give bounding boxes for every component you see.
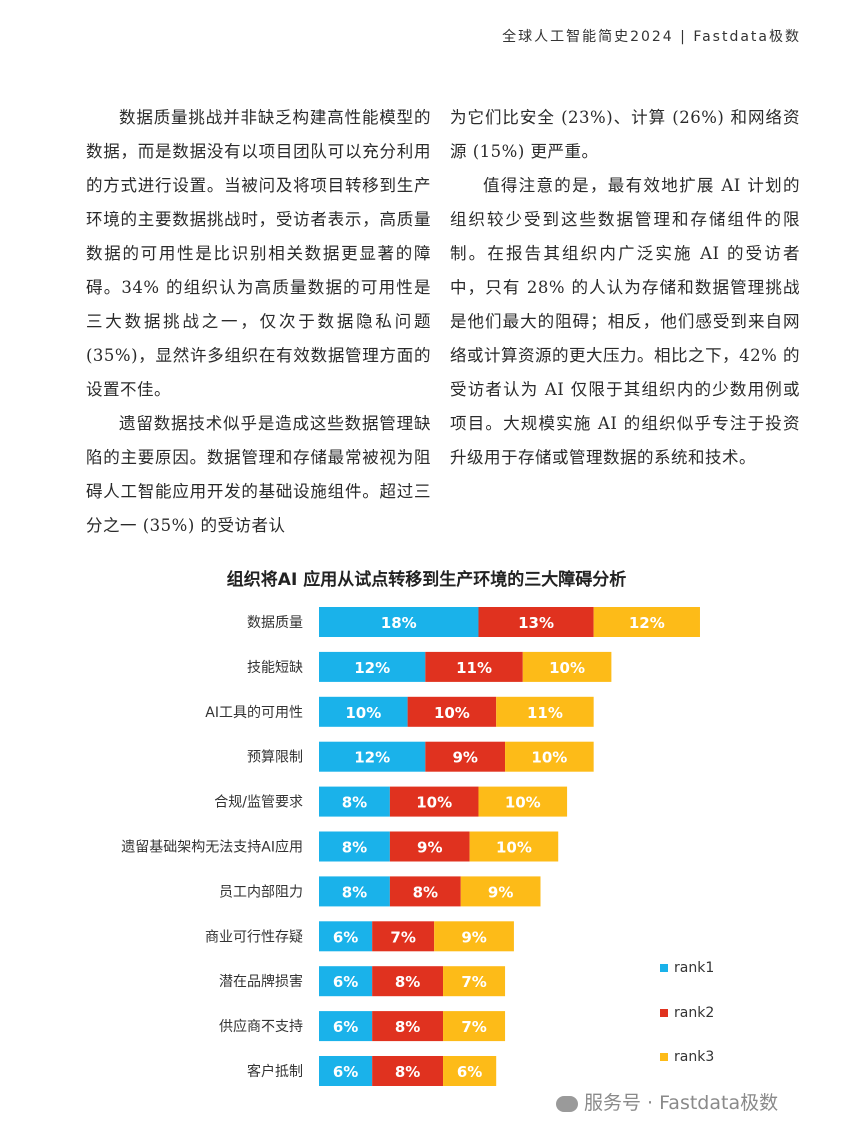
bar-segment-rank2 [389,831,470,862]
bar-segment-rank3 [478,786,568,817]
data-label: 6% [333,928,358,946]
data-label: 9% [417,839,442,857]
bar-segment-rank2 [372,966,444,997]
data-label: 6% [333,1018,358,1036]
data-label: 8% [395,973,420,991]
bar-segment-rank3 [593,607,700,637]
bar-segment-rank3 [434,921,514,952]
bar-segment-rank2 [478,607,594,637]
bar-segment-rank2 [372,1011,444,1042]
bar-segment-rank3 [469,831,559,862]
data-label: 10% [531,749,567,767]
data-label: 18% [381,614,417,632]
data-label: 6% [457,1063,482,1081]
bar-segment-rank3 [505,741,594,772]
bar-segment-rank3 [443,1056,497,1086]
bar-segment-rank3 [522,651,612,682]
bar-segment-rank1 [319,966,373,997]
bar-segment-rank3 [496,696,594,727]
category-label: AI工具的可用性 [205,705,303,721]
bar-segment-rank2 [425,651,523,682]
data-label: 8% [342,794,367,812]
paragraph: 遗留数据技术似乎是造成这些数据管理缺陷的主要原因。数据管理和存储最常被视为阻碍人… [86,414,431,535]
text-column-left: 数据质量挑战并非缺乏构建高性能模型的数据，而是数据没有以项目团队可以充分利用的方… [86,101,431,543]
legend-label: rank3 [674,1049,715,1065]
bar-segment-rank1 [319,1011,373,1042]
category-label: 合规/监管要求 [214,795,303,811]
data-label: 8% [395,1018,420,1036]
data-label: 10% [416,794,452,812]
category-label: 客户抵制 [247,1063,303,1080]
data-label: 7% [390,928,415,946]
category-label: 员工内部阻力 [219,884,303,900]
data-label: 10% [496,839,532,857]
data-label: 10% [549,659,585,677]
data-label: 10% [505,794,541,812]
legend-item-rank2: rank2 [660,1005,714,1021]
data-label: 6% [333,1063,358,1081]
data-label: 6% [333,973,358,991]
data-label: 7% [461,1018,486,1036]
data-label: 12% [354,749,390,767]
legend-label: rank1 [674,960,715,976]
data-label: 10% [434,704,470,722]
data-label: 10% [345,704,381,722]
data-label: 8% [342,883,367,901]
bar-segment-rank3 [460,876,541,907]
legend-item-rank1: rank1 [660,960,714,976]
bar-segment-rank1 [319,741,426,772]
bar-segment-rank1 [319,1056,373,1086]
page-header: 全球人工智能简史2024 | Fastdata极数 [502,29,801,45]
data-label: 9% [488,883,513,901]
paragraph: 值得注意的是，最有效地扩展 AI 计划的组织较少受到这些数据管理和存储组件的限制… [450,176,800,467]
text-column-right: 为它们比安全 (23%)、计算 (26%) 和网络资源 (15%) 更严重。 值… [450,101,800,475]
category-label: 供应商不支持 [219,1018,303,1035]
bar-segment-rank3 [443,966,506,997]
data-label: 12% [629,614,665,632]
bar-segment-rank1 [319,786,390,817]
category-label: 潜在品牌损害 [219,973,303,990]
bar-segment-rank1 [319,607,479,637]
paragraph: 数据质量挑战并非缺乏构建高性能模型的数据，而是数据没有以项目团队可以充分利用的方… [86,108,431,399]
legend-item-rank3: rank3 [660,1049,714,1065]
data-label: 8% [413,883,438,901]
legend-swatch [660,1009,668,1017]
data-label: 7% [461,973,486,991]
data-label: 11% [456,659,492,677]
bar-segment-rank1 [319,876,390,907]
bar-segment-rank2 [407,696,497,727]
bar-segment-rank2 [372,1056,444,1086]
bar-segment-rank1 [319,651,426,682]
bar-segment-rank2 [389,876,461,907]
data-label: 9% [461,928,486,946]
data-label: 12% [354,659,390,677]
bar-segment-rank1 [319,921,373,952]
bar-segment-rank1 [319,696,408,727]
data-label: 11% [527,704,563,722]
bar-segment-rank1 [319,831,390,862]
chart-title: 组织将AI 应用从试点转移到生产环境的三大障碍分析 [226,570,627,590]
data-label: 9% [452,749,477,767]
wechat-icon [556,1095,578,1112]
watermark-text: 服务号 · Fastdata极数 [584,1092,779,1114]
category-label: 遗留基础架构无法支持AI应用 [121,839,303,856]
legend-label: rank2 [674,1005,715,1021]
legend-swatch [660,1053,668,1061]
stacked-bar-chart: 数据质量 18% 13% 12% 技能短缺 12% 11% 10% AI工具的可用性 10% 10%… [121,607,700,1086]
category-label: 商业可行性存疑 [205,929,303,945]
watermark: 服务号 · Fastdata极数 [556,1088,778,1115]
data-label: 8% [342,839,367,857]
bar-segment-rank2 [372,921,435,952]
legend-swatch [660,964,668,972]
data-label: 8% [395,1063,420,1081]
category-label: 技能短缺 [247,660,303,676]
bar-segment-rank3 [443,1011,506,1042]
category-label: 数据质量 [247,615,303,631]
data-label: 13% [518,614,554,632]
bar-segment-rank2 [425,741,506,772]
bar-segment-rank2 [389,786,479,817]
category-label: 预算限制 [247,750,303,766]
paragraph: 为它们比安全 (23%)、计算 (26%) 和网络资源 (15%) 更严重。 [450,108,800,161]
